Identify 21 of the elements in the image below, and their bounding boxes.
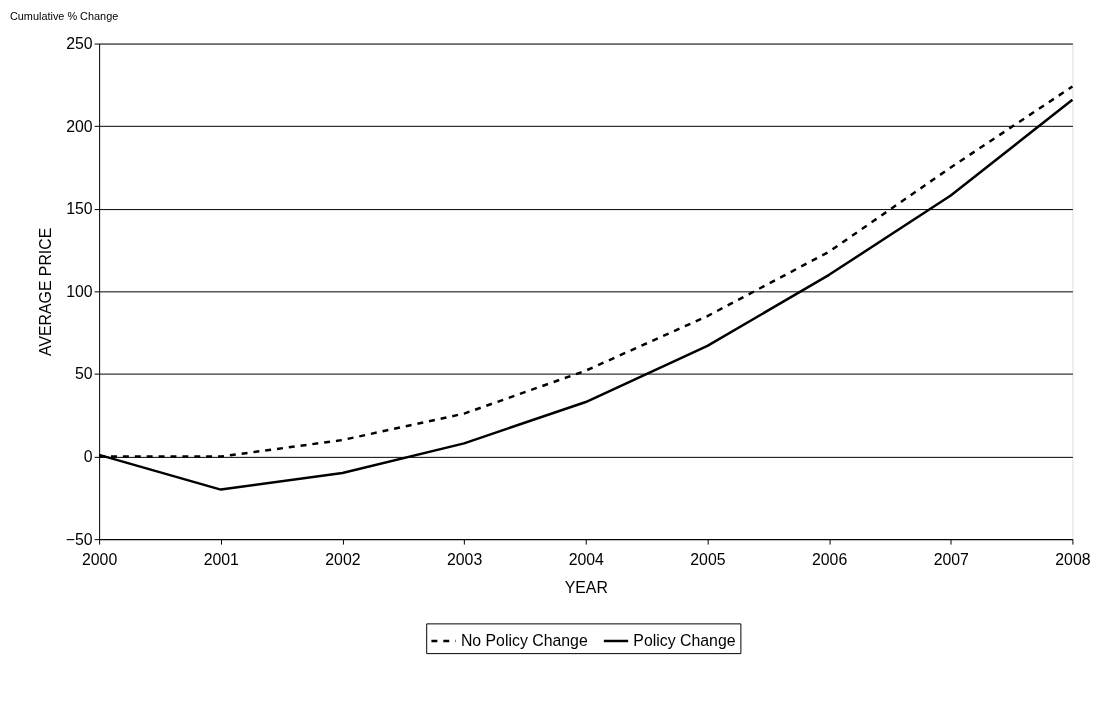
x-tick-label: 2001 [203, 551, 240, 569]
x-tick-label: 2005 [690, 551, 726, 569]
legend-label: No Policy Change [460, 631, 588, 649]
y-axis-title: AVERAGE PRICE [36, 227, 54, 356]
y-tick-label: 250 [66, 35, 93, 53]
x-axis-title: YEAR [564, 579, 608, 597]
x-tick-label: 2004 [568, 551, 605, 569]
y-tick-label: 100 [66, 282, 93, 300]
legend-label: Policy Change [633, 631, 736, 649]
x-tick-label: 2008 [1055, 551, 1091, 569]
y-tick-label: 50 [75, 365, 93, 383]
x-tick-label: 2003 [446, 551, 483, 569]
y-tick-label: 200 [66, 117, 93, 135]
x-tick-label: 2002 [325, 551, 361, 569]
x-tick-label: 2007 [933, 551, 970, 569]
x-tick-label: 2000 [81, 551, 118, 569]
y-tick-label: −50 [65, 530, 93, 548]
y-tick-label: 150 [66, 200, 93, 218]
x-tick-label: 2006 [811, 551, 848, 569]
chart-title: Cumulative % Change [9, 9, 119, 22]
y-tick-label: 0 [83, 448, 93, 465]
